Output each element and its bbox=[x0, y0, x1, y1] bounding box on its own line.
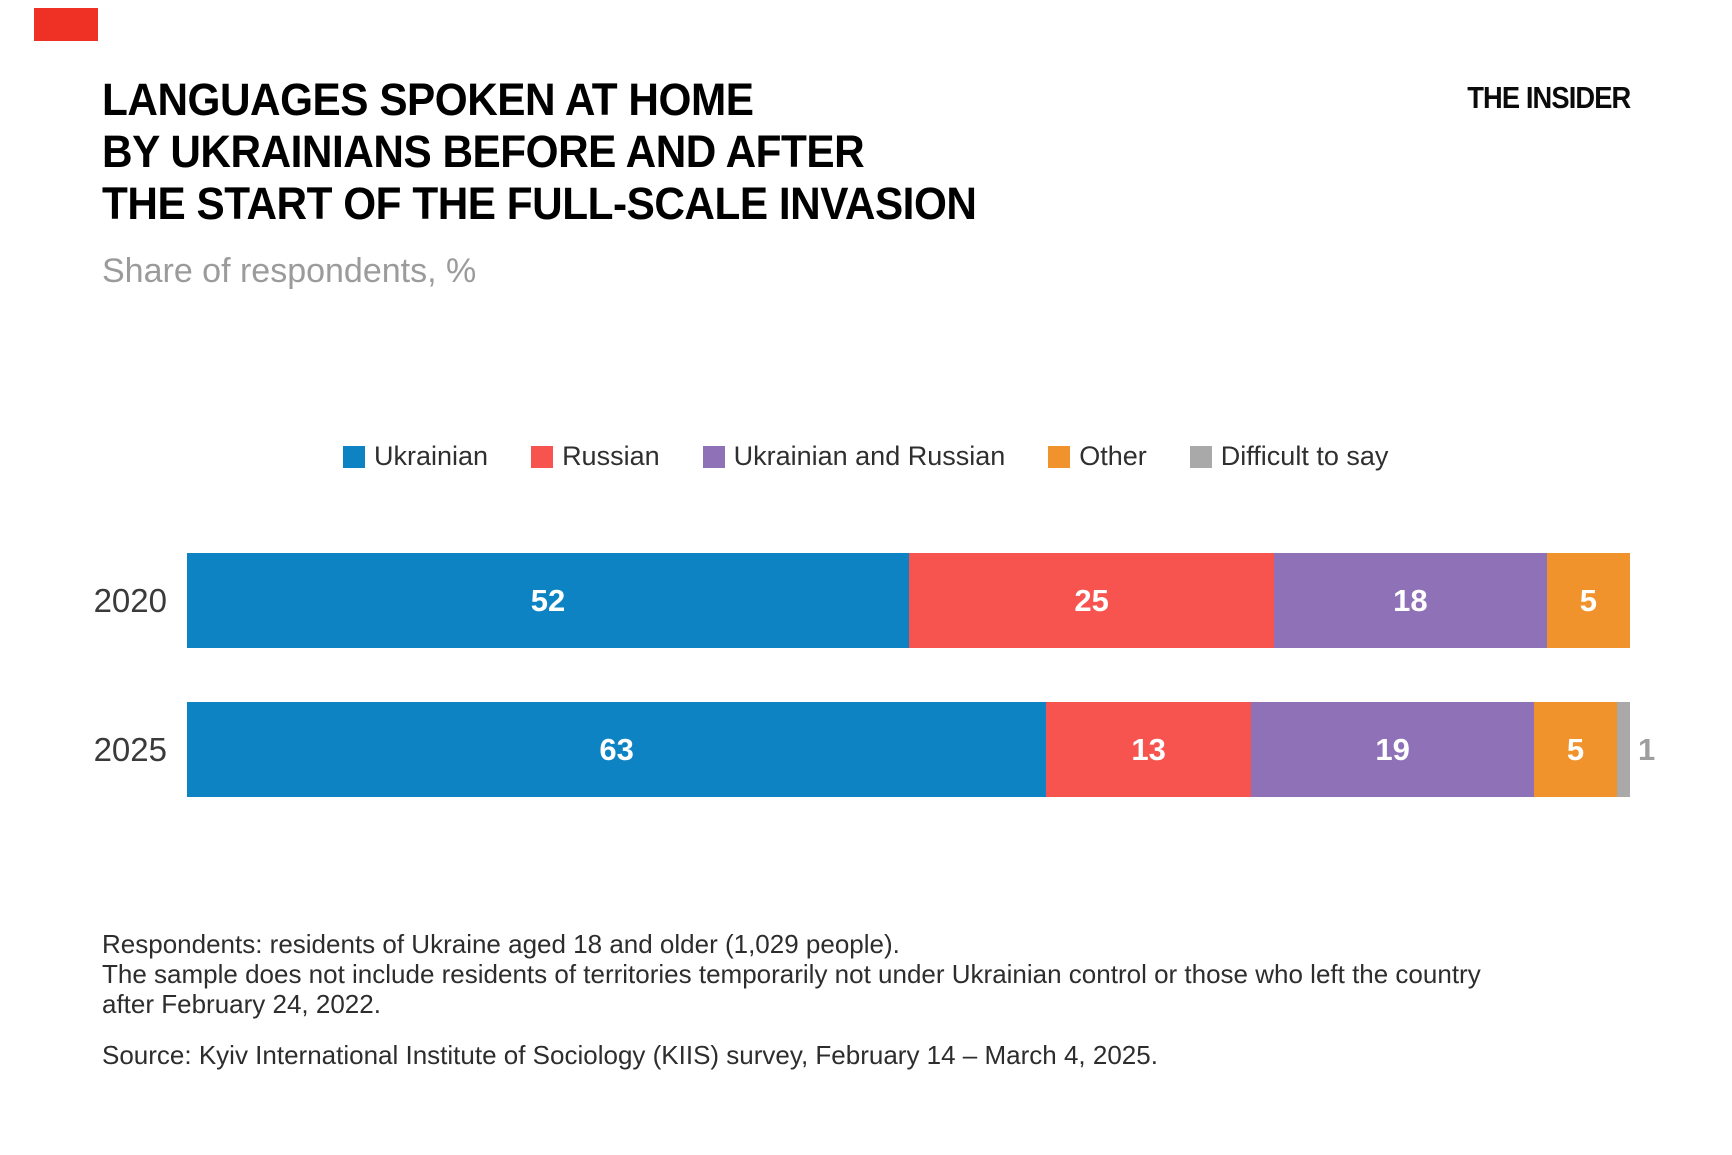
bar-segment-ukrainian-and-russian: 19 bbox=[1250, 702, 1535, 797]
segment-value-label: 18 bbox=[1393, 582, 1428, 618]
bar-segment-russian: 25 bbox=[909, 553, 1275, 648]
segment-value-label: 63 bbox=[599, 731, 634, 767]
bar-segment-russian: 13 bbox=[1046, 702, 1251, 797]
legend-item-ukrainian-and-russian: Ukrainian and Russian bbox=[702, 441, 1006, 472]
segment-value-label: 52 bbox=[530, 582, 566, 618]
legend-item-difficult-to-say: Difficult to say bbox=[1189, 441, 1389, 472]
legend-label: Ukrainian and Russian bbox=[733, 441, 1006, 471]
outside-value-label: 1 bbox=[1638, 731, 1656, 767]
segment-value-label: 5 bbox=[1579, 582, 1597, 618]
segment-value-label: 13 bbox=[1131, 731, 1166, 767]
legend-label: Ukrainian bbox=[374, 441, 489, 471]
legend-item-other: Other bbox=[1048, 441, 1147, 472]
stacked-bar: 52 25 18 5 bbox=[187, 553, 1630, 648]
bar-row-2025: 2025 1 63 13 19 5 bbox=[94, 702, 1655, 797]
segment-value-label: 5 bbox=[1566, 731, 1585, 767]
bar-row-2020: 2020 52 25 18 5 bbox=[94, 553, 1630, 648]
legend-swatch-difficult-to-say bbox=[1189, 445, 1212, 468]
title-line-3: THE START OF THE FULL-SCALE INVASION bbox=[102, 178, 977, 229]
stacked-bar: 63 13 19 5 bbox=[187, 702, 1630, 797]
chart-legend: Ukrainian Russian Ukrainian and Russian Oth… bbox=[343, 441, 1388, 472]
title-line-2: BY UKRAINIANS BEFORE AND AFTER bbox=[102, 126, 865, 177]
footnote-line-1: Respondents: residents of Ukraine aged 1… bbox=[102, 929, 900, 959]
legend-item-ukrainian: Ukrainian bbox=[343, 441, 488, 472]
bar-segment-difficult-to-say bbox=[1616, 702, 1630, 797]
legend-item-russian: Russian bbox=[531, 441, 660, 472]
bar-chart: 2020 52 25 18 5 2025 1 63 13 19 5 bbox=[94, 553, 1655, 851]
bar-segment-ukrainian: 52 bbox=[187, 553, 910, 648]
bar-segment-ukrainian: 63 bbox=[187, 702, 1047, 797]
footnote-line-2: The sample does not include residents of… bbox=[102, 959, 1481, 989]
legend-swatch-other bbox=[1048, 445, 1071, 468]
segment-value-label: 19 bbox=[1375, 731, 1410, 767]
source-note: Source: Kyiv International Institute of … bbox=[102, 1040, 1158, 1070]
legend-label: Other bbox=[1079, 441, 1147, 471]
year-label: 2025 bbox=[93, 730, 167, 768]
footnote: Respondents: residents of Ukraine aged 1… bbox=[102, 929, 1481, 1019]
footnote-line-3: after February 24, 2022. bbox=[102, 989, 381, 1019]
brand-red-mark bbox=[34, 8, 98, 41]
title-line-1: LANGUAGES SPOKEN AT HOME bbox=[102, 74, 754, 125]
legend-label: Difficult to say bbox=[1220, 441, 1389, 471]
page-title: LANGUAGES SPOKEN AT HOME BY UKRAINIANS B… bbox=[102, 74, 977, 230]
legend-label: Russian bbox=[562, 441, 660, 471]
bar-segment-other: 5 bbox=[1546, 553, 1630, 648]
legend-swatch-ukrainian-and-russian bbox=[702, 445, 725, 468]
chart-subtitle: Share of respondents, % bbox=[102, 252, 477, 290]
year-label: 2020 bbox=[93, 581, 167, 619]
bar-segment-other: 5 bbox=[1534, 702, 1617, 797]
legend-swatch-russian bbox=[531, 445, 554, 468]
brand-logo: THE INSIDER bbox=[1466, 80, 1631, 115]
segment-value-label: 25 bbox=[1074, 582, 1109, 618]
legend-swatch-ukrainian bbox=[343, 445, 365, 468]
bar-segment-ukrainian-and-russian: 18 bbox=[1274, 553, 1547, 648]
